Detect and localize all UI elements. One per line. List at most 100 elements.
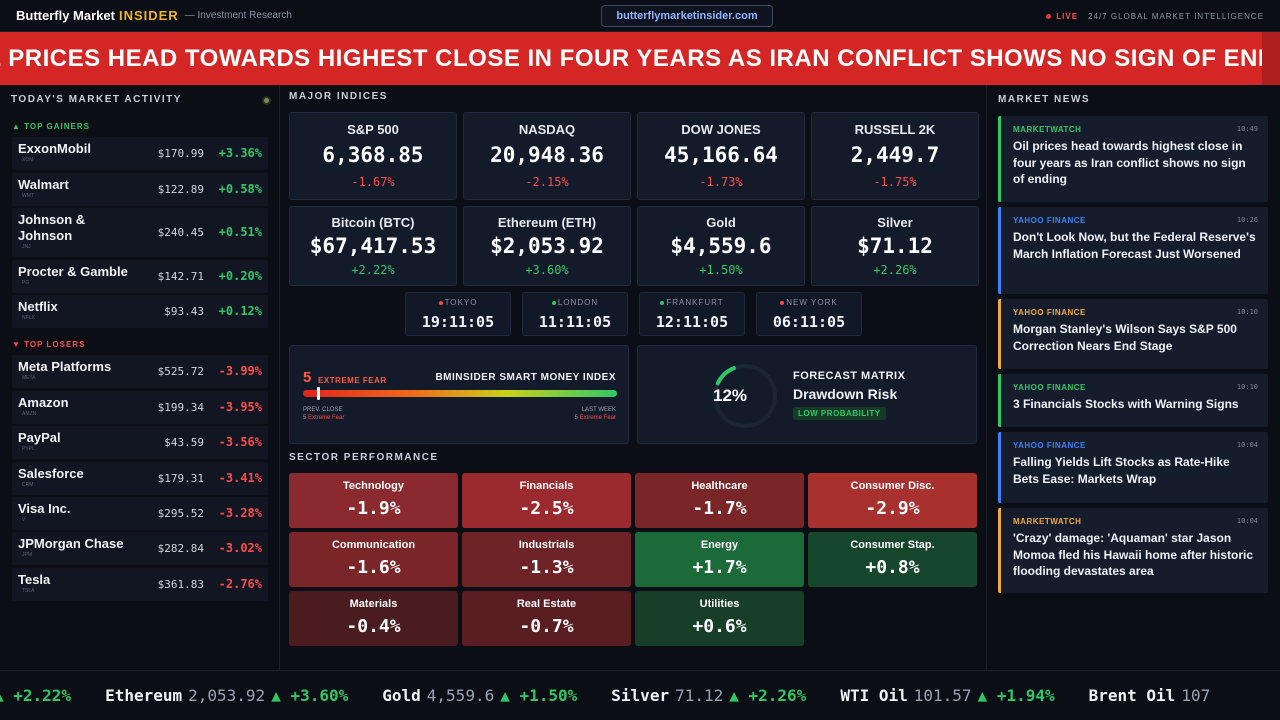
sector-value: -1.7% [692,498,747,519]
sector-tile[interactable]: Healthcare -1.7% [635,473,804,528]
ticker-price: 4,559.6 [426,686,495,705]
ticker-lead-change: ▲ +2.22% [0,686,72,705]
index-value: $71.12 [857,234,933,258]
sector-performance-title: SECTOR PERFORMANCE [289,452,439,463]
stock-row[interactable]: Johnson & Johnson JNJ $240.45 +0.51% [12,208,268,257]
stock-row[interactable]: Visa Inc. V $295.52 -3.28% [12,497,268,530]
news-source: YAHOO FINANCE [1013,383,1086,392]
stock-price: $525.72 [157,364,204,378]
stock-name: Procter & Gamble [18,264,128,279]
sector-tile[interactable]: Financials -2.5% [462,473,631,528]
stock-row[interactable]: JPMorgan Chase JPM $282.84 -3.02% [12,532,268,565]
stock-change: +0.58% [218,181,262,196]
stock-row[interactable]: Amazon AMZN $199.34 -3.95% [12,391,268,424]
news-item[interactable]: YAHOO FINANCE 10:10 3 Financials Stocks wi… [998,374,1268,427]
stock-name: ExxonMobil [18,141,91,156]
stock-price: $43.59 [164,435,204,449]
stock-row[interactable]: Meta Platforms META $525.72 -3.99% [12,355,268,388]
top-gainers-label: ▲ TOP GAINERS [12,122,90,131]
stock-ticker: WMT [22,193,34,199]
stock-name: Walmart [18,177,69,192]
ticker-item: Ethereum 2,053.92 ▲ +3.60% [105,686,348,705]
sector-value: +1.7% [692,557,747,578]
index-value: $4,559.6 [670,234,772,258]
ticker-items: Ethereum 2,053.92 ▲ +3.60% Gold 4,559.6 ▲ +1.… [105,686,1250,705]
stock-row[interactable]: Walmart WMT $122.89 +0.58% [12,173,268,206]
sector-value: +0.8% [865,557,920,578]
stock-name: Meta Platforms [18,359,112,374]
sector-value: -1.9% [346,498,401,519]
sector-tile[interactable]: Utilities +0.6% [635,591,804,646]
stock-row[interactable]: Procter & Gamble PG $142.71 +0.20% [12,260,268,293]
index-card[interactable]: DOW JONES 45,166.64 -1.73% [637,112,805,200]
forecast-ring-chart [713,364,777,428]
news-item[interactable]: YAHOO FINANCE 10:04 Falling Yields Lift St… [998,432,1268,503]
news-item[interactable]: YAHOO FINANCE 10:10 Morgan Stanley's Wilso… [998,299,1268,369]
site-url-link[interactable]: butterflymarketinsider.com [601,5,773,27]
stock-row[interactable]: PayPal PYPL $43.59 -3.56% [12,426,268,459]
ticker-price: 101.57 [913,686,972,705]
sector-tile[interactable]: Consumer Disc. -2.9% [808,473,977,528]
ticker-item: Brent Oil 107 [1089,686,1217,705]
sector-tile[interactable]: Technology -1.9% [289,473,458,528]
news-item[interactable]: YAHOO FINANCE 10:26 Don't Look Now, but th… [998,207,1268,294]
stock-price: $93.43 [164,304,204,318]
sector-tile[interactable]: Industrials -1.3% [462,532,631,587]
clock-city-name: TOKYO [444,298,478,307]
brand-name[interactable]: Butterfly Market [16,8,115,23]
index-card[interactable]: Gold $4,559.6 +1.50% [637,206,805,286]
index-card[interactable]: S&P 500 6,368.85 -1.67% [289,112,457,200]
world-clock: FRANKFURT 12:11:05 [639,292,745,336]
sector-tile[interactable]: Communication -1.6% [289,532,458,587]
index-card[interactable]: Ethereum (ETH) $2,053.92 +3.60% [463,206,631,286]
news-time: 10:26 [1236,216,1258,224]
forecast-matrix-panel[interactable]: 12% FORECAST MATRIX Drawdown Risk LOW PR… [637,345,977,444]
stock-name: PayPal [18,430,61,445]
brand-accent[interactable]: INSIDER [118,8,179,23]
headline-banner[interactable]: OIL PRICES HEAD TOWARDS HIGHEST CLOSE IN… [0,32,1280,85]
world-clock: TOKYO 19:11:05 [405,292,511,336]
clock-status-dot-icon [551,300,556,305]
clock-time: 06:11:05 [772,313,846,331]
stock-change: -2.76% [218,576,262,591]
stock-row[interactable]: ExxonMobil XOM $170.99 +3.36% [12,137,268,170]
index-card[interactable]: Silver $71.12 +2.26% [811,206,979,286]
stock-name: Amazon [18,395,69,410]
clock-city-name: NEW YORK [786,298,838,307]
stock-row[interactable]: Netflix NFLX $93.43 +0.12% [12,295,268,328]
smart-money-index-panel[interactable]: 5 EXTREME FEAR BMINSIDER SMART MONEY IND… [289,345,629,444]
clock-status-dot-icon [660,300,665,305]
ticker-change: ▲ +3.60% [271,686,349,705]
index-value: $67,417.53 [309,234,437,258]
index-label: Ethereum (ETH) [497,215,597,230]
news-item[interactable]: MARKETWATCH 10:04 'Crazy' damage: 'Aquaman… [998,508,1268,593]
stock-change: +0.20% [218,268,262,283]
stock-price: $282.84 [157,541,204,555]
sector-tile[interactable]: Consumer Stap. +0.8% [808,532,977,587]
sector-tile[interactable]: Real Estate -0.7% [462,591,631,646]
index-card[interactable]: RUSSELL 2K 2,449.7 -1.75% [811,112,979,200]
status-dot-icon [264,98,269,103]
sector-tile[interactable]: Materials -0.4% [289,591,458,646]
news-time: 10:49 [1236,125,1258,133]
stock-row[interactable]: Tesla TSLA $361.83 -2.76% [12,568,268,601]
stock-ticker: XOM [22,157,34,163]
sector-tile[interactable]: Energy +1.7% [635,532,804,587]
news-headline: Oil prices head towards highest close in… [1013,139,1246,186]
news-headline: Morgan Stanley's Wilson Says S&P 500 Cor… [1013,322,1237,353]
stock-name: Tesla [18,572,51,587]
stock-change: -3.95% [218,399,262,414]
index-card[interactable]: Bitcoin (BTC) $67,417.53 +2.22% [289,206,457,286]
index-card[interactable]: NASDAQ 20,948.36 -2.15% [463,112,631,200]
world-clock: NEW YORK 06:11:05 [756,292,862,336]
stock-row[interactable]: Salesforce CRM $179.31 -3.41% [12,462,268,495]
forecast-ring-track [713,364,777,428]
world-clock: LONDON 11:11:05 [522,292,628,336]
sector-name: Communication [331,539,416,551]
live-status: LIVE 24/7 GLOBAL MARKET INTELLIGENCE [1046,0,1264,32]
clock-city: LONDON [523,298,627,307]
news-time: 10:10 [1236,383,1258,391]
price-ticker[interactable]: ▲ +2.22% Ethereum 2,053.92 ▲ +3.60% Gold 4,5… [0,670,1280,720]
news-item[interactable]: MARKETWATCH 10:49 Oil prices head towards … [998,116,1268,202]
index-change: +2.26% [873,263,917,277]
